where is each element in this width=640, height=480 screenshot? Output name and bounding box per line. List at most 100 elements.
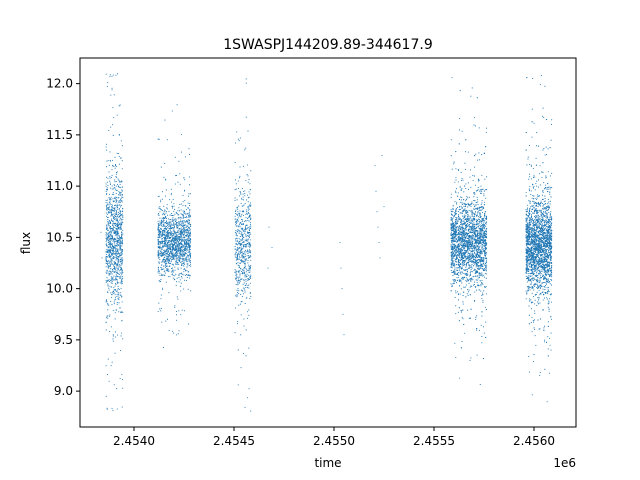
data-point — [106, 263, 108, 265]
data-point — [107, 207, 109, 209]
data-point — [248, 309, 250, 311]
data-point — [468, 317, 470, 319]
data-point — [111, 215, 113, 217]
data-point — [482, 206, 484, 208]
data-point — [178, 275, 180, 277]
data-point — [246, 268, 248, 270]
data-point — [122, 210, 124, 212]
data-point — [174, 235, 176, 237]
data-point — [120, 258, 122, 260]
data-point — [116, 114, 118, 116]
data-point — [115, 273, 117, 275]
data-point — [114, 238, 116, 241]
data-point — [461, 201, 463, 203]
data-point — [236, 235, 238, 237]
data-point — [245, 82, 247, 84]
data-point — [184, 238, 186, 241]
data-point — [477, 235, 480, 237]
data-point — [178, 241, 180, 243]
data-point — [113, 230, 115, 232]
data-point — [117, 241, 119, 243]
data-point — [108, 206, 110, 209]
data-point — [119, 272, 121, 274]
data-point — [105, 250, 107, 253]
data-point — [249, 292, 251, 294]
data-point — [480, 210, 482, 212]
data-point — [165, 235, 167, 237]
data-point — [117, 249, 119, 251]
data-point — [157, 231, 159, 233]
data-point — [107, 219, 109, 221]
data-point — [471, 214, 473, 216]
data-point — [238, 215, 240, 217]
data-point — [105, 204, 108, 206]
data-point — [108, 266, 110, 268]
data-point — [158, 207, 160, 209]
data-point — [480, 324, 482, 326]
data-point — [161, 191, 164, 193]
data-point — [242, 279, 245, 281]
data-point — [171, 110, 173, 112]
data-point — [119, 239, 122, 241]
data-point — [112, 410, 114, 412]
data-point — [120, 257, 122, 259]
data-point — [245, 283, 247, 285]
data-point — [113, 231, 115, 233]
data-point — [475, 279, 477, 281]
data-point — [118, 311, 120, 313]
data-point — [476, 196, 478, 199]
data-point — [157, 250, 159, 253]
data-point — [189, 250, 191, 252]
data-point — [160, 247, 163, 249]
data-point — [241, 238, 243, 240]
data-point — [189, 242, 191, 244]
data-point — [111, 214, 113, 216]
data-point — [247, 235, 249, 237]
data-point — [185, 248, 187, 250]
data-point — [119, 294, 121, 296]
data-point — [249, 256, 251, 258]
data-point — [455, 290, 457, 292]
data-point — [114, 239, 116, 241]
data-point — [478, 127, 480, 129]
data-point — [238, 258, 240, 260]
data-point — [462, 211, 464, 213]
data-point — [105, 257, 107, 259]
data-point — [116, 212, 118, 214]
data-point — [244, 195, 246, 197]
data-point — [468, 196, 470, 198]
data-point — [117, 285, 119, 287]
data-point — [483, 193, 485, 195]
data-point — [113, 292, 115, 294]
data-point — [248, 257, 250, 259]
data-point — [464, 236, 467, 238]
data-point — [181, 277, 183, 279]
data-point — [237, 211, 239, 213]
data-point — [163, 254, 165, 256]
data-point — [458, 227, 461, 229]
data-point — [163, 231, 165, 233]
data-point — [250, 410, 252, 412]
data-point — [475, 319, 477, 321]
data-point — [122, 207, 124, 209]
data-point — [486, 260, 488, 262]
data-point — [116, 291, 118, 293]
data-point — [183, 268, 185, 270]
data-point — [117, 263, 119, 265]
data-point — [177, 243, 179, 245]
data-point — [465, 259, 467, 261]
data-point — [109, 184, 111, 186]
data-point — [179, 233, 181, 235]
data-point — [450, 245, 452, 247]
data-point — [485, 131, 487, 133]
data-point — [117, 223, 119, 225]
data-point — [162, 255, 164, 257]
data-point — [468, 267, 470, 269]
data-point — [182, 230, 184, 232]
data-point — [120, 241, 122, 243]
data-point — [165, 229, 167, 231]
data-point — [248, 215, 250, 217]
data-point — [164, 119, 166, 121]
data-point — [482, 275, 484, 277]
data-point — [121, 251, 123, 253]
